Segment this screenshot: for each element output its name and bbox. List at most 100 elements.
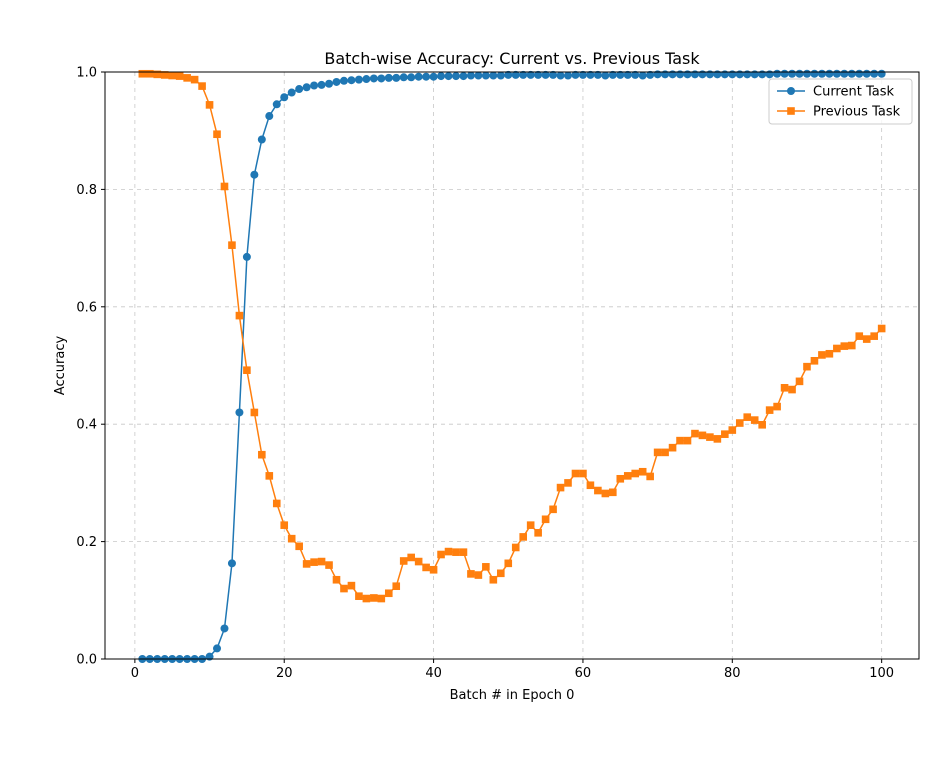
data-point <box>750 416 759 424</box>
data-point <box>504 70 513 79</box>
data-point <box>310 558 318 566</box>
data-point <box>728 426 737 434</box>
data-point <box>399 557 408 565</box>
data-point <box>638 467 647 476</box>
legend: Current Task Previous Task <box>768 78 913 125</box>
data-point <box>795 377 804 386</box>
data-point <box>489 71 498 80</box>
data-point <box>317 557 326 566</box>
data-point <box>847 69 856 78</box>
data-point <box>228 241 236 249</box>
data-point <box>646 472 654 481</box>
data-point <box>452 548 460 556</box>
data-point <box>370 594 378 602</box>
data-point <box>817 69 826 78</box>
data-point <box>295 85 304 94</box>
x-tick-label: 60 <box>575 666 592 681</box>
data-point <box>242 252 251 261</box>
y-tick-label: 0.0 <box>76 653 97 668</box>
legend-entry: Current Task <box>777 85 894 100</box>
data-point <box>571 70 580 79</box>
data-point <box>220 624 229 633</box>
data-point <box>601 71 610 80</box>
data-point <box>549 70 558 79</box>
data-point <box>541 70 550 79</box>
data-point <box>258 450 266 459</box>
data-point <box>578 70 587 79</box>
data-point <box>377 74 386 83</box>
data-point <box>862 69 871 78</box>
series-layer <box>138 69 886 663</box>
data-point <box>556 71 565 80</box>
data-point <box>810 357 819 365</box>
data-point <box>280 93 289 102</box>
data-point <box>332 77 341 86</box>
data-point <box>623 70 632 79</box>
data-point <box>579 469 587 478</box>
data-point <box>347 581 356 590</box>
data-point <box>795 69 804 78</box>
data-point <box>825 349 834 358</box>
data-point <box>735 419 744 427</box>
data-point <box>631 70 640 79</box>
data-point <box>832 69 841 78</box>
data-point <box>646 70 655 79</box>
data-point <box>437 72 446 81</box>
data-point <box>422 72 431 81</box>
data-point <box>205 101 214 109</box>
data-point <box>153 70 162 79</box>
data-point <box>683 436 692 445</box>
data-point <box>855 332 864 340</box>
data-point <box>825 69 834 78</box>
data-point <box>653 448 662 457</box>
data-point <box>407 73 416 82</box>
series-line <box>142 73 883 600</box>
data-point <box>780 384 789 392</box>
y-tick-label: 0.2 <box>76 535 97 550</box>
data-point <box>706 433 714 441</box>
data-point <box>437 550 445 559</box>
data-point <box>802 69 811 78</box>
data-point <box>243 366 251 374</box>
data-point <box>325 561 333 569</box>
data-point <box>743 413 752 421</box>
data-point <box>668 443 677 452</box>
data-point <box>384 589 393 598</box>
data-point <box>235 408 244 417</box>
data-point <box>847 341 856 350</box>
data-point <box>138 69 147 78</box>
data-point <box>713 435 722 443</box>
data-point <box>213 644 222 653</box>
data-point <box>526 70 535 79</box>
legend-entry: Previous Task <box>777 105 901 120</box>
y-axis-label: Accuracy <box>53 336 68 396</box>
data-point <box>272 499 281 508</box>
data-point <box>482 563 490 571</box>
data-point <box>534 528 542 537</box>
data-point <box>496 569 505 578</box>
data-point <box>444 72 453 81</box>
data-point <box>534 70 543 79</box>
data-point <box>773 69 782 78</box>
y-tick-label: 1.0 <box>76 66 97 81</box>
data-point <box>429 72 438 81</box>
data-point <box>511 543 520 552</box>
data-point <box>870 332 878 340</box>
data-point <box>691 429 699 438</box>
data-point <box>698 431 707 440</box>
data-point <box>616 474 625 483</box>
data-point <box>444 547 453 556</box>
chart-title: Batch-wise Accuracy: Current vs. Previou… <box>324 49 700 68</box>
data-point <box>481 71 490 80</box>
data-point <box>287 88 296 97</box>
x-axis-label: Batch # in Epoch 0 <box>450 688 575 703</box>
data-point <box>564 71 573 80</box>
data-point <box>168 71 177 80</box>
data-point <box>175 72 184 80</box>
axis-ticks: 0 20 40 60 80 100 0.0 0.2 0.4 0.6 0.8 1.0 <box>76 66 894 682</box>
data-point <box>287 534 296 543</box>
legend-label: Current Task <box>813 85 894 100</box>
series-line <box>142 73 882 660</box>
data-point <box>788 385 796 394</box>
